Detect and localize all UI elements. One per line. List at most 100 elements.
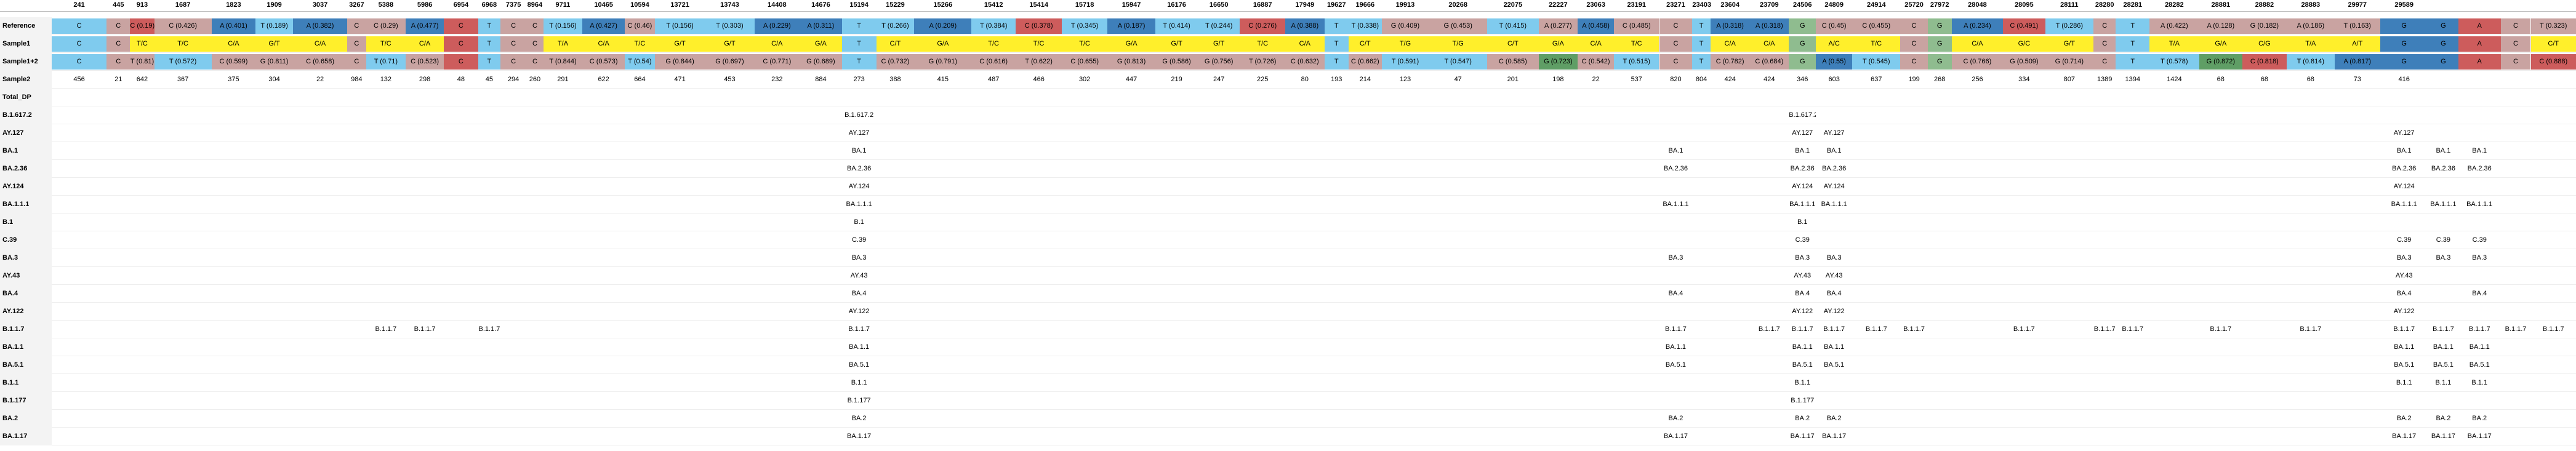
allele-cell: T (0.415)	[1487, 18, 1539, 34]
position-header-cell: 15266	[933, 1, 953, 9]
allele-cell: T/C	[624, 36, 655, 52]
lineage-cell: C.39	[2472, 236, 2487, 244]
allele-cell: C	[1900, 36, 1928, 52]
allele-cell: A (0.234)	[1951, 18, 2004, 34]
lineage-cell: BA.3	[1826, 254, 1842, 261]
lineage-cell: C.39	[2397, 236, 2412, 244]
allele-cell: G (0.791)	[914, 54, 972, 70]
allele-cell: A/C	[1816, 36, 1853, 52]
lineage-cell: AY.124	[848, 183, 870, 190]
allele-cell: T/C	[130, 36, 154, 52]
lineage-cell: B.1.177	[847, 397, 871, 404]
lineage-cell: BA.3	[2472, 254, 2487, 261]
allele-cell: 256	[1972, 76, 1983, 83]
allele-cell: 453	[724, 76, 736, 83]
position-header-cell: 28883	[2301, 1, 2321, 9]
allele-cell: T (0.266)	[876, 18, 915, 34]
row-divider	[52, 70, 2576, 71]
lineage-cell: B.1.177	[1791, 397, 1815, 404]
allele-cell: 68	[2260, 76, 2268, 83]
row-label: BA.5.1	[0, 356, 52, 374]
position-header: 241 445 913 1687 1823 1909 3037 3267 5388 5986 695…	[0, 0, 2576, 17]
row-divider	[52, 177, 2576, 178]
position-header-cell: 23403	[1692, 1, 1711, 9]
lineage-cell: BA.1	[1826, 147, 1842, 154]
row-label: B.1.1.7	[0, 321, 52, 338]
allele-cell: G (0.872)	[2199, 54, 2243, 70]
position-header-cell: 19627	[1326, 1, 1346, 9]
allele-cell: A/T	[2335, 36, 2380, 52]
row-divider	[52, 373, 2576, 374]
allele-cell: 201	[1507, 76, 1519, 83]
allele-cell: G (0.453)	[1429, 18, 1488, 34]
lineage-cell: BA.3	[1668, 254, 1683, 261]
row-divider	[52, 213, 2576, 214]
allele-cell: T (0.726)	[1240, 54, 1285, 70]
allele-cell: 291	[557, 76, 569, 83]
allele-cell: A (0.382)	[292, 18, 348, 34]
allele-cell: C (0.426)	[154, 18, 212, 34]
position-header-cell: 913	[136, 1, 148, 9]
allele-cell: G	[1927, 18, 1952, 34]
allele-cell: G	[2428, 36, 2458, 52]
position-header-cell: 6968	[481, 1, 497, 9]
allele-cell: 537	[1631, 76, 1642, 83]
allele-cell: 642	[136, 76, 148, 83]
lineage-cell: AY.127	[1823, 129, 1845, 137]
allele-cell: C	[52, 54, 107, 70]
allele-cell: C	[52, 18, 107, 34]
position-header-cell: 8964	[527, 1, 543, 9]
allele-cell: G (0.756)	[1197, 54, 1240, 70]
allele-cell: G	[1789, 36, 1816, 52]
row-label: BA.1.17	[0, 428, 52, 445]
position-header-cell: 22227	[1549, 1, 1568, 9]
allele-cell: C	[2093, 36, 2116, 52]
allele-cell: 1389	[2097, 76, 2113, 83]
lineage-cell: B.1.1	[2471, 379, 2488, 386]
allele-cell: C	[1659, 18, 1693, 34]
allele-cell: 424	[1763, 76, 1775, 83]
lineage-cell: BA.1.1	[2394, 343, 2415, 351]
lineage-cell: AY.124	[1823, 183, 1845, 190]
allele-cell: C (0.655)	[1062, 54, 1107, 70]
lineage-cell: AY.127	[2393, 129, 2415, 137]
allele-cell: T (0.578)	[2149, 54, 2199, 70]
row-label: AY.43	[0, 267, 52, 285]
lineage-cell: BA.1.1.1	[2466, 201, 2493, 208]
allele-cell: T (0.189)	[255, 18, 293, 34]
lineage-cell: BA.1	[1795, 147, 1810, 154]
position-header-cell: 24506	[1792, 1, 1812, 9]
row-divider	[52, 302, 2576, 303]
allele-cell: G/T	[654, 36, 705, 52]
lineage-cell: AY.43	[1825, 272, 1843, 279]
allele-cell: A (0.388)	[1285, 18, 1325, 34]
lineage-cell: BA.1.1.1	[846, 201, 872, 208]
allele-cell: 984	[351, 76, 363, 83]
allele-cell: C	[500, 18, 527, 34]
position-header-cell: 27972	[1930, 1, 1949, 9]
lineage-cell: BA.2	[2436, 415, 2451, 422]
allele-cell: T (0.545)	[1852, 54, 1901, 70]
row-label: B.1	[0, 214, 52, 231]
lineage-cell: BA.5.1	[2394, 361, 2415, 369]
allele-cell: G	[2380, 36, 2428, 52]
allele-cell: C (0.542)	[1578, 54, 1614, 70]
lineage-cell: BA.1.17	[1822, 433, 1847, 440]
allele-cell: G (0.723)	[1538, 54, 1578, 70]
allele-cell: 416	[2398, 76, 2410, 83]
row-divider	[52, 266, 2576, 267]
header-divider	[0, 11, 2576, 12]
allele-cell: G (0.509)	[2003, 54, 2045, 70]
allele-cell: C/A	[582, 36, 625, 52]
lineage-cell: B.1.1.7	[2300, 325, 2322, 333]
position-header-cell: 24914	[1866, 1, 1886, 9]
lineage-cell: BA.1.17	[2392, 433, 2417, 440]
lineage-cell: B.1.1.7	[848, 325, 870, 333]
allele-cell: C (0.585)	[1487, 54, 1539, 70]
allele-cell: C	[347, 18, 366, 34]
allele-cell: C	[106, 54, 130, 70]
position-header-cell: 10594	[630, 1, 649, 9]
allele-cell: A	[2458, 36, 2501, 52]
lineage-cell: AY.127	[1792, 129, 1813, 137]
allele-cell: 603	[1828, 76, 1840, 83]
